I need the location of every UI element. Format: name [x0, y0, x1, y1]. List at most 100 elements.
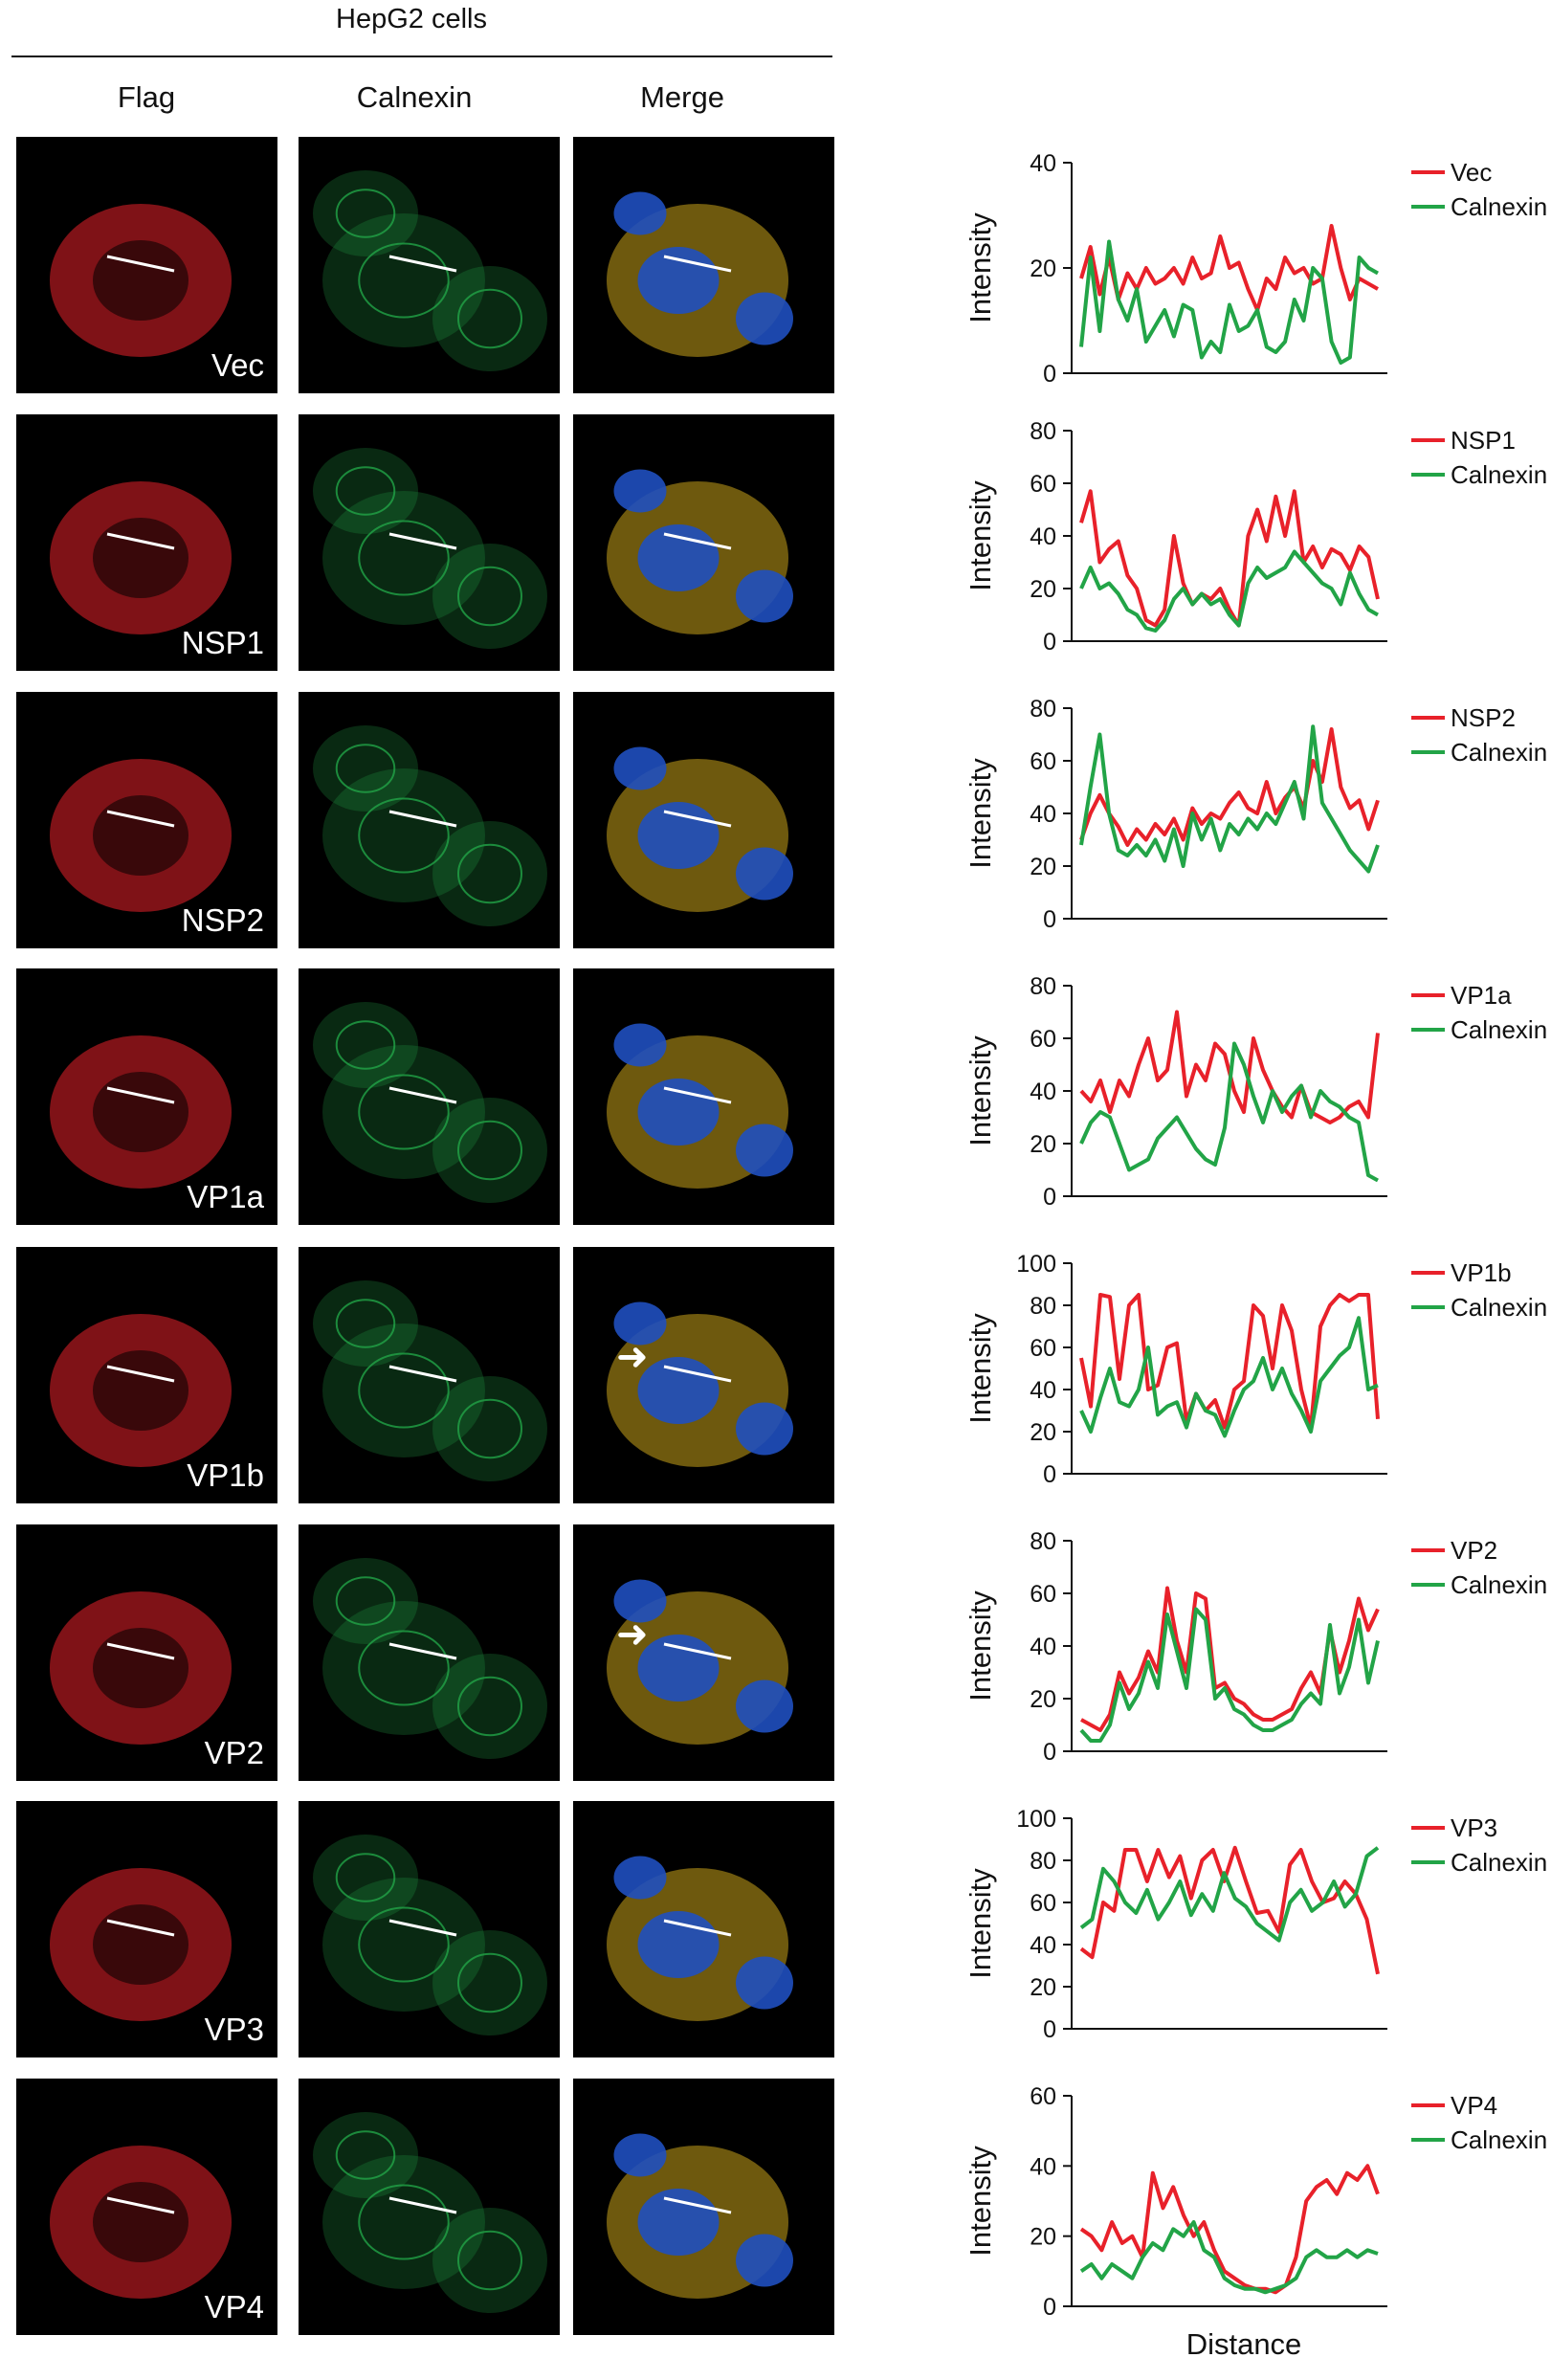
- series-line-calnexin: [1079, 1607, 1380, 1743]
- y-axis-label: Intensity: [964, 212, 997, 323]
- series-line-nsp1: [1079, 489, 1380, 628]
- y-tick-label: 20: [1030, 1419, 1056, 1446]
- y-tick-label: 40: [1030, 1079, 1056, 1105]
- micrograph-merge-vp2: ➜: [573, 1524, 834, 1781]
- line-chart-vp1b: 0 20 40 60 80 100 Intensity VP1b Calnexin: [919, 1244, 1551, 1493]
- legend-label: VP2: [1451, 1536, 1497, 1565]
- panel-label-nsp2: NSP2: [181, 902, 264, 938]
- series-line-calnexin: [1079, 1846, 1380, 1943]
- legend-label: Vec: [1451, 158, 1492, 187]
- y-axis-label: Intensity: [964, 1313, 997, 1424]
- micrograph-calnexin-vp4: [299, 2079, 560, 2335]
- legend-label: Calnexin: [1451, 1848, 1547, 1877]
- figure-title: HepG2 cells: [336, 4, 487, 34]
- legend-label: Calnexin: [1451, 738, 1547, 767]
- legend-label: VP3: [1451, 1813, 1497, 1842]
- title-rule: [11, 56, 832, 57]
- series-line-vp3: [1079, 1845, 1380, 1975]
- y-tick-label: 60: [1030, 1026, 1056, 1053]
- micrograph-calnexin-vec: [299, 137, 560, 393]
- y-tick-label: 0: [1043, 1184, 1056, 1211]
- y-tick-label: 20: [1030, 256, 1056, 282]
- line-chart-vec: 0 20 40 Intensity Vec Calnexin: [919, 144, 1551, 392]
- y-tick-label: 0: [1043, 361, 1056, 388]
- y-tick-label: 100: [1016, 1251, 1056, 1278]
- y-axis-label: Intensity: [964, 480, 997, 591]
- y-tick-label: 60: [1030, 471, 1056, 498]
- micrograph-merge-vp3: [573, 1801, 834, 2057]
- y-tick-label: 20: [1030, 2224, 1056, 2251]
- y-tick-label: 40: [1030, 2153, 1056, 2180]
- line-chart-nsp1: 0 20 40 60 80 Intensity NSP1 Calnexin: [919, 411, 1551, 660]
- y-tick-label: 0: [1043, 1739, 1056, 1766]
- y-tick-label: 100: [1016, 1806, 1056, 1833]
- micrograph-calnexin-vp1b: [299, 1247, 560, 1503]
- series-line-calnexin: [1079, 2220, 1379, 2295]
- micrograph-calnexin-vp2: [299, 1524, 560, 1781]
- column-header-merge: Merge: [640, 80, 724, 114]
- series-line-vp1b: [1079, 1293, 1380, 1430]
- y-tick-label: 0: [1043, 2016, 1056, 2043]
- legend-label: Calnexin: [1451, 192, 1547, 221]
- y-tick-label: 40: [1030, 1634, 1056, 1660]
- line-chart-nsp2: 0 20 40 60 80 Intensity NSP2 Calnexin: [919, 689, 1551, 938]
- series-line-vec: [1079, 224, 1379, 312]
- micrograph-merge-vp1b: ➜: [573, 1247, 834, 1503]
- legend-label: Calnexin: [1451, 1293, 1547, 1322]
- legend-label: Calnexin: [1451, 1015, 1547, 1044]
- micrograph-calnexin-vp1a: [299, 968, 560, 1225]
- micrograph-merge-nsp2: [573, 692, 834, 948]
- micrograph-calnexin-vp3: [299, 1801, 560, 2057]
- y-tick-label: 60: [1030, 2083, 1056, 2110]
- micrograph-merge-vec: [573, 137, 834, 393]
- legend-label: Calnexin: [1451, 460, 1547, 489]
- micrograph-calnexin-nsp1: [299, 414, 560, 671]
- micrograph-calnexin-nsp2: [299, 692, 560, 948]
- y-tick-label: 80: [1030, 1528, 1056, 1555]
- micrograph-flag-vp4: VP4: [16, 2079, 277, 2335]
- y-tick-label: 80: [1030, 418, 1056, 445]
- y-tick-label: 0: [1043, 629, 1056, 656]
- y-tick-label: 20: [1030, 1686, 1056, 1713]
- series-line-nsp2: [1079, 727, 1380, 847]
- series-line-calnexin: [1079, 549, 1379, 633]
- y-tick-label: 0: [1043, 2294, 1056, 2321]
- micrograph-flag-vp2: VP2: [16, 1524, 277, 1781]
- y-tick-label: 40: [1030, 150, 1056, 177]
- micrograph-flag-vp1a: VP1a: [16, 968, 277, 1225]
- column-header-calnexin: Calnexin: [356, 80, 473, 114]
- line-chart-vp4: 0 20 40 60 Intensity VP4 Calnexin: [919, 2077, 1551, 2325]
- series-line-vp4: [1079, 2164, 1380, 2295]
- legend-label: VP1b: [1451, 1258, 1512, 1287]
- micrograph-flag-vp3: VP3: [16, 1801, 277, 2057]
- y-tick-label: 80: [1030, 973, 1056, 1000]
- panel-label-vp1a: VP1a: [187, 1179, 264, 1214]
- series-line-calnexin: [1079, 1316, 1379, 1438]
- x-axis-label-distance: Distance: [1185, 2327, 1302, 2361]
- y-tick-label: 20: [1030, 854, 1056, 880]
- legend-label: NSP1: [1451, 426, 1516, 455]
- y-axis-label: Intensity: [964, 2146, 997, 2257]
- micrograph-flag-vp1b: VP1b: [16, 1247, 277, 1503]
- y-tick-label: 40: [1030, 1932, 1056, 1959]
- legend-label: VP1a: [1451, 981, 1512, 1010]
- series-line-calnexin: [1079, 239, 1379, 365]
- y-tick-label: 80: [1030, 1293, 1056, 1320]
- panel-label-nsp1: NSP1: [181, 625, 264, 660]
- legend-label: Calnexin: [1451, 2125, 1547, 2154]
- series-line-calnexin: [1079, 724, 1380, 874]
- panel-label-vp4: VP4: [204, 2289, 264, 2324]
- y-axis-label: Intensity: [964, 1035, 997, 1146]
- y-tick-label: 40: [1030, 1377, 1056, 1404]
- y-tick-label: 60: [1030, 1335, 1056, 1362]
- series-line-vp1a: [1079, 1010, 1380, 1124]
- y-tick-label: 40: [1030, 523, 1056, 550]
- panel-label-vec: Vec: [210, 347, 264, 383]
- y-tick-label: 60: [1030, 1581, 1056, 1608]
- panel-label-vp1b: VP1b: [187, 1457, 264, 1493]
- micrograph-merge-vp4: [573, 2079, 834, 2335]
- y-tick-label: 60: [1030, 1890, 1056, 1917]
- legend-label: Calnexin: [1451, 1570, 1547, 1599]
- column-header-flag: Flag: [117, 80, 176, 114]
- y-axis-label: Intensity: [964, 758, 997, 869]
